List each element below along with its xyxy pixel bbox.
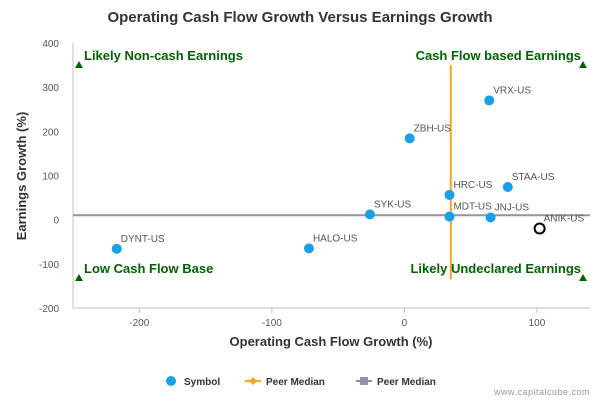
highlight-point-label: ANIK-US [544, 214, 585, 225]
quadrant-marker-bottom-left [75, 274, 83, 281]
legend-symbol-label: Symbol [184, 377, 220, 388]
legend-peer-median-x-label: Peer Median [266, 377, 325, 388]
quadrant-label-bottom-right: Likely Undeclared Earnings [410, 261, 581, 276]
y-axis-ticks: -200 -100 0 100 200 300 400 [39, 39, 59, 315]
y-tick-label: 200 [42, 127, 59, 138]
legend: Symbol Peer Median Peer Median [166, 376, 436, 388]
quadrant-marker-top-left [75, 61, 83, 68]
data-point [444, 189, 455, 200]
data-point-label: SYK-US [374, 199, 412, 210]
data-point [111, 243, 122, 254]
x-axis-ticks: -200 -100 0 100 [129, 308, 546, 329]
legend-peer-median-y-label: Peer Median [377, 377, 436, 388]
y-tick-label: 300 [42, 83, 59, 94]
y-axis-label: Earnings Growth (%) [14, 112, 29, 241]
y-tick-label: 0 [53, 216, 59, 227]
data-point-label: HRC-US [453, 180, 492, 191]
y-tick-label: -200 [39, 304, 59, 315]
data-point [502, 181, 513, 192]
x-tick-label: -100 [262, 318, 282, 329]
x-tick-label: 100 [529, 318, 546, 329]
data-point-label: VRX-US [493, 85, 531, 96]
data-points: VRX-US ZBH-US STAA-US HRC-US SYK-US MDT-US JNJ… [111, 85, 585, 254]
quadrant-label-bottom-left: Low Cash Flow Base [84, 261, 213, 276]
data-point-label: ZBH-US [414, 123, 452, 134]
data-point-label: DYNT-US [121, 234, 165, 245]
data-point [444, 211, 455, 222]
data-point [404, 133, 415, 144]
quadrant-marker-bottom-right [579, 274, 587, 281]
data-point [484, 95, 495, 106]
chart-title: Operating Cash Flow Growth Versus Earnin… [107, 9, 492, 26]
y-tick-label: -100 [39, 260, 59, 271]
data-point [485, 212, 496, 223]
watermark: www.capitalcube.com [493, 387, 590, 397]
y-tick-label: 400 [42, 39, 59, 50]
quadrant-label-top-left: Likely Non-cash Earnings [84, 48, 243, 63]
data-point-label: HALO-US [313, 233, 358, 244]
data-point-label: STAA-US [512, 172, 555, 183]
data-point-label: JNJ-US [495, 202, 530, 213]
quadrant-label-top-right: Cash Flow based Earnings [416, 48, 581, 63]
legend-symbol-circle [166, 376, 176, 386]
x-axis-label: Operating Cash Flow Growth (%) [230, 334, 433, 349]
x-tick-label: 0 [402, 318, 408, 329]
highlight-point [533, 222, 546, 235]
quadrant-labels: Likely Non-cash Earnings Cash Flow based … [75, 48, 587, 281]
quadrant-marker-top-right [579, 61, 587, 68]
x-tick-label: -200 [129, 318, 149, 329]
legend-peer-median-y-marker [360, 377, 368, 385]
legend-peer-median-x-marker [249, 377, 257, 385]
data-point-label: MDT-US [453, 202, 492, 213]
peer-median-lines [73, 65, 590, 280]
data-point [303, 243, 314, 254]
y-tick-label: 100 [42, 172, 59, 183]
axes [72, 43, 590, 309]
data-point [364, 209, 375, 220]
